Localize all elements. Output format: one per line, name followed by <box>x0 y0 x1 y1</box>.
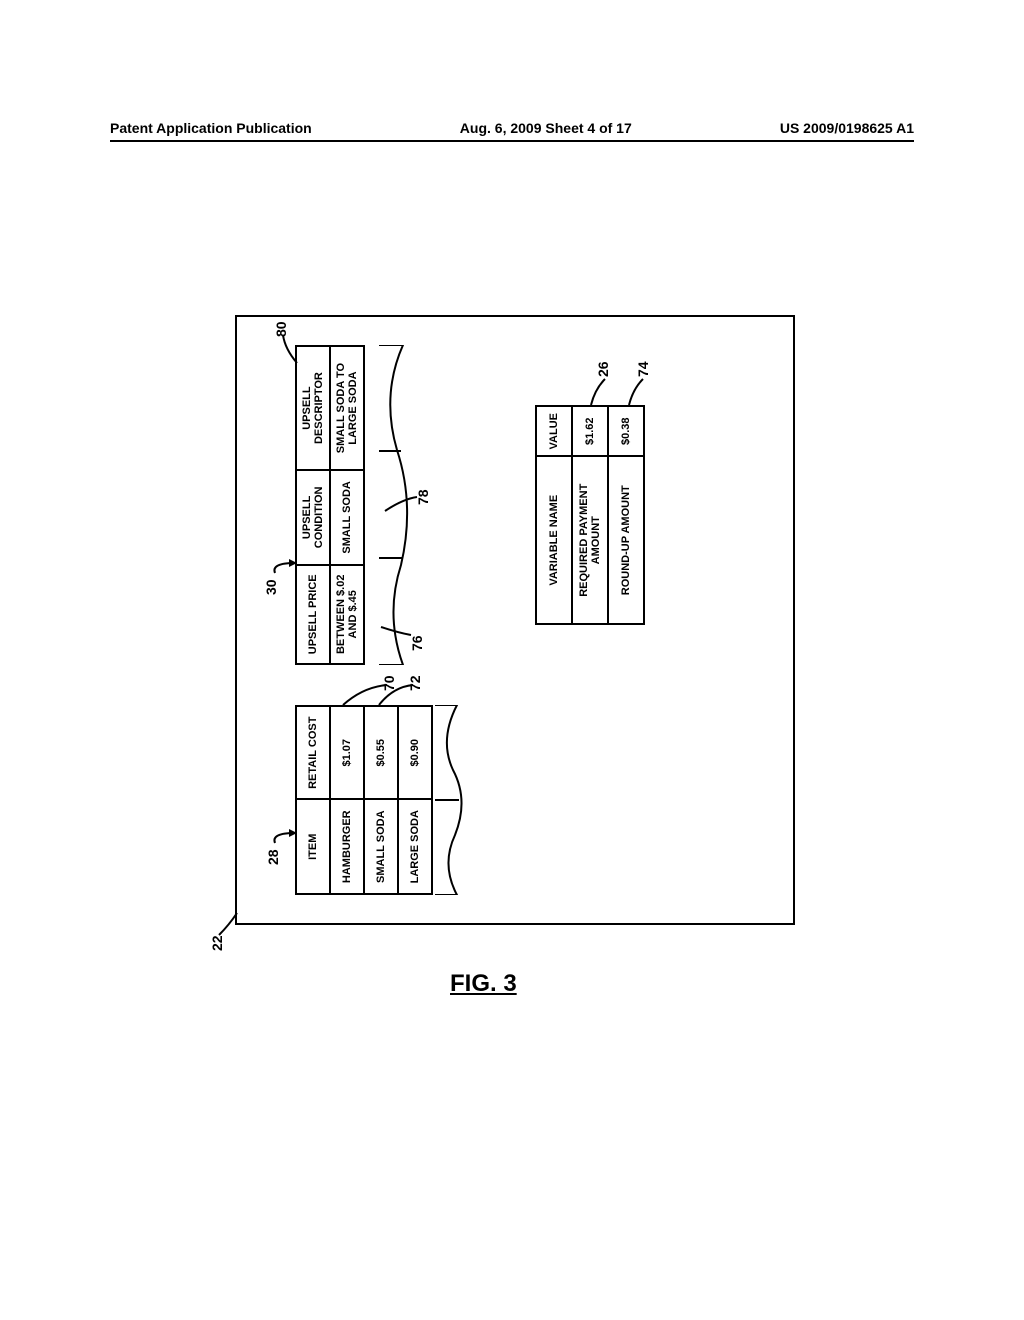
ragged-items <box>435 705 474 895</box>
table-row: ROUND-UP AMOUNT $0.38 <box>608 406 644 624</box>
table-row: HAMBURGER $1.07 <box>330 706 364 894</box>
vars-col-value: VALUE <box>536 406 572 456</box>
cell-var-value: $1.62 <box>572 406 608 456</box>
table-row: REQUIRED PAYMENT AMOUNT $1.62 <box>572 406 608 624</box>
upsell-col-price: UPSELL PRICE <box>296 565 330 664</box>
upsell-col-condition: UPSELL CONDITION <box>296 470 330 564</box>
cell-item: LARGE SODA <box>398 799 432 894</box>
cell-item: HAMBURGER <box>330 799 364 894</box>
lead-78 <box>385 491 428 511</box>
lead-76 <box>381 615 422 635</box>
ref-22: 22 <box>209 935 225 951</box>
items-col-cost: RETAIL COST <box>296 706 330 799</box>
cell-item: SMALL SODA <box>364 799 398 894</box>
cell-var-name: ROUND-UP AMOUNT <box>608 456 644 624</box>
cell-var-name: REQUIRED PAYMENT AMOUNT <box>572 456 608 624</box>
ref-28: 28 <box>265 849 281 865</box>
upsell-col-descriptor: UPSELL DESCRIPTOR <box>296 346 330 470</box>
lead-22 <box>219 905 246 935</box>
items-table: ITEM RETAIL COST HAMBURGER $1.07 SMALL S… <box>295 705 433 895</box>
cell-upsell-cond: SMALL SODA <box>330 470 364 564</box>
cell-cost: $0.55 <box>364 706 398 799</box>
header-right: US 2009/0198625 A1 <box>780 120 914 136</box>
cell-cost: $0.90 <box>398 706 432 799</box>
ref-76: 76 <box>409 635 425 651</box>
cell-cost: $1.07 <box>330 706 364 799</box>
cell-upsell-desc: SMALL SODA TO LARGE SODA <box>330 346 364 470</box>
header-left: Patent Application Publication <box>110 120 312 136</box>
lead-72 <box>379 679 424 705</box>
table-row: LARGE SODA $0.90 <box>398 706 432 894</box>
lead-74 <box>627 375 652 405</box>
page-header: Patent Application Publication Aug. 6, 2… <box>110 120 914 142</box>
figure-diagram: 22 28 30 ITEM RETAIL COST HAMBURGER $1.0… <box>235 315 795 925</box>
table-row: SMALL SODA $0.55 <box>364 706 398 894</box>
figure-label: FIG. 3 <box>450 970 517 998</box>
cell-var-value: $0.38 <box>608 406 644 456</box>
vars-col-name: VARIABLE NAME <box>536 456 572 624</box>
ref-30: 30 <box>263 579 279 595</box>
items-col-item: ITEM <box>296 799 330 894</box>
lead-80 <box>283 333 306 363</box>
header-center: Aug. 6, 2009 Sheet 4 of 17 <box>460 120 632 136</box>
table-row: BETWEEN $.02 AND $.45 SMALL SODA SMALL S… <box>330 346 364 664</box>
variables-table: VARIABLE NAME VALUE REQUIRED PAYMENT AMO… <box>535 405 645 625</box>
cell-upsell-price: BETWEEN $.02 AND $.45 <box>330 565 364 664</box>
lead-26 <box>589 375 614 405</box>
upsell-table: UPSELL PRICE UPSELL CONDITION UPSELL DES… <box>295 345 365 665</box>
